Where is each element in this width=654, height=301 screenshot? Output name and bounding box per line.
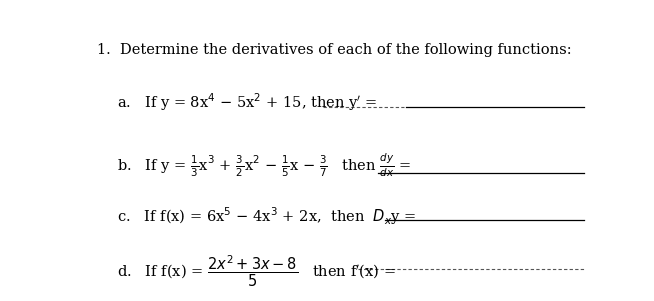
Text: c.   If f(x) = 6x$^{5}$ $-$ 4x$^{3}$ + 2x,  then  $D_x$y =: c. If f(x) = 6x$^{5}$ $-$ 4x$^{3}$ + 2x,… (117, 205, 417, 227)
Text: a.   If y = 8x$^{4}$ $-$ 5x$^{2}$ + 15, then y$^{\prime}$ =: a. If y = 8x$^{4}$ $-$ 5x$^{2}$ + 15, th… (117, 92, 377, 113)
Text: d.   If f(x) = $\dfrac{2x^{2}+3x-8}{5}$   then f$^{\prime}$(x) =: d. If f(x) = $\dfrac{2x^{2}+3x-8}{5}$ th… (117, 254, 396, 289)
Text: 1.  Determine the derivatives of each of the following functions:: 1. Determine the derivatives of each of … (97, 43, 572, 57)
Text: b.   If y = $\frac{1}{3}$x$^{3}$ + $\frac{3}{2}$x$^{2}$ $-$ $\frac{1}{5}$x $-$ $: b. If y = $\frac{1}{3}$x$^{3}$ + $\frac{… (117, 152, 411, 179)
